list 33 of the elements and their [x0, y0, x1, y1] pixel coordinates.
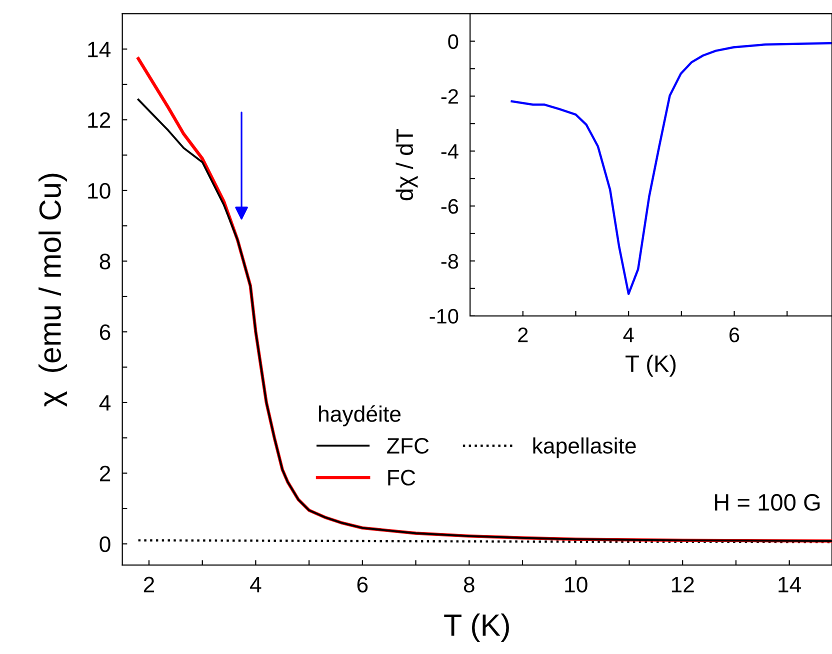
y-axis-title: dχ / dT	[396, 128, 418, 200]
legend-label: FC	[388, 470, 416, 486]
y-tick-label: -10	[430, 308, 458, 324]
x-tick-label: 6	[357, 576, 368, 592]
x-tick-label: 4	[623, 328, 634, 342]
x-tick-label: 6	[730, 328, 740, 342]
y-tick-label: -2	[441, 89, 458, 104]
x-tick-label: 10	[565, 576, 588, 592]
y-tick-label: 0	[448, 34, 458, 49]
annotation: H = 100 G	[715, 494, 820, 511]
line-series	[510, 42, 832, 296]
x-tick-label: 4	[250, 576, 262, 592]
y-axis-title: χ (emu / mol Cu)	[38, 174, 68, 407]
legend-title: haydéite	[319, 405, 401, 426]
y-tick-label: -8	[441, 254, 458, 269]
x-tick-label: 14	[778, 576, 802, 592]
legend-label: kapellasite	[533, 437, 636, 458]
x-tick-label: 2	[518, 328, 528, 342]
x-axis-title: T (K)	[444, 614, 509, 642]
y-tick-label: -6	[441, 199, 458, 214]
x-tick-label: 8	[464, 576, 474, 592]
y-tick-label: 2	[100, 466, 110, 482]
y-tick-label: 0	[100, 536, 110, 552]
y-tick-label: 14	[88, 42, 111, 58]
x-tick-label: 2	[144, 576, 154, 592]
x-axis-title: T (K)	[626, 354, 676, 377]
legend-label: ZFC	[387, 438, 429, 454]
y-tick-label: 10	[88, 182, 110, 199]
x-tick-label: 12	[672, 576, 694, 592]
y-tick-label: -4	[441, 144, 458, 159]
y-tick-label: 12	[88, 112, 110, 128]
y-tick-label: 4	[99, 395, 111, 411]
y-tick-label: 8	[100, 254, 110, 270]
